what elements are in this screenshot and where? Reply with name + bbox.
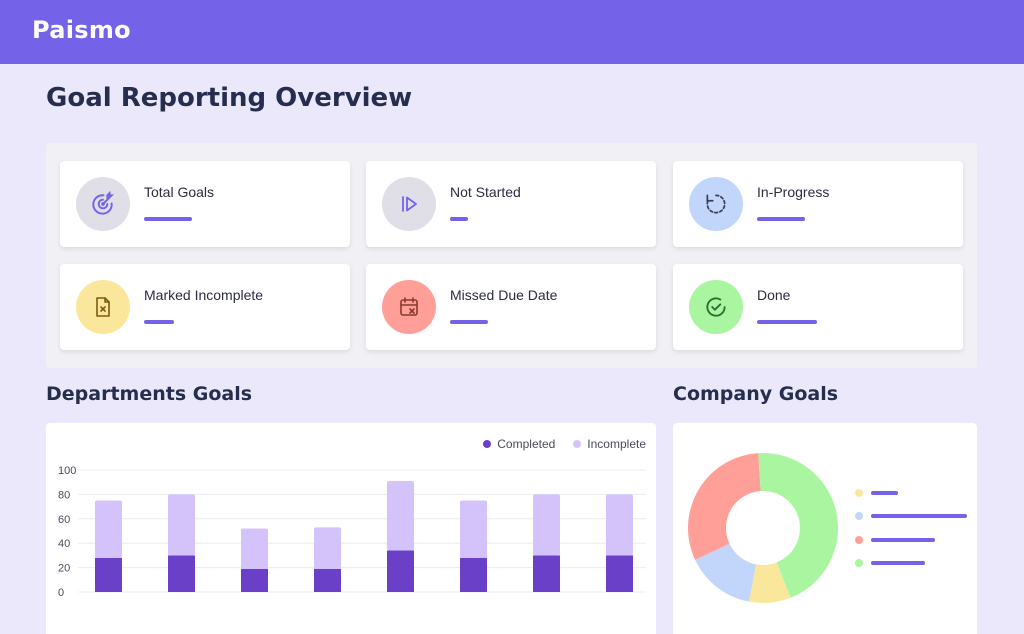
check-circle-icon bbox=[706, 297, 726, 317]
chart-legend: Completed Incomplete bbox=[483, 437, 646, 451]
stat-card-marked-incomplete[interactable]: Marked Incomplete bbox=[60, 264, 350, 350]
refresh-icon bbox=[706, 194, 726, 214]
stat-progress-bar bbox=[450, 217, 468, 221]
bar-completed bbox=[241, 568, 268, 592]
stat-card-missed-due-date[interactable]: Missed Due Date bbox=[366, 264, 656, 350]
bar-completed bbox=[95, 557, 122, 592]
bar-completed bbox=[533, 555, 560, 592]
company-goals-card bbox=[673, 423, 977, 634]
legend-placeholder-line bbox=[871, 561, 925, 565]
pie-legend-item[interactable] bbox=[855, 512, 967, 520]
legend-swatch bbox=[483, 440, 492, 448]
y-tick-label: 0 bbox=[58, 587, 64, 599]
donut-slice bbox=[748, 562, 791, 603]
stat-label: Marked Incomplete bbox=[144, 287, 264, 303]
bar-completed bbox=[387, 550, 414, 592]
stat-icon-circle bbox=[76, 177, 130, 231]
bar-incomplete bbox=[533, 494, 560, 556]
legend-item-completed[interactable]: Completed bbox=[483, 437, 555, 451]
bar-completed bbox=[460, 557, 487, 592]
company-goals-title: Company Goals bbox=[673, 383, 839, 405]
stat-card-not-started[interactable]: Not Started bbox=[366, 161, 656, 247]
legend-placeholder-line bbox=[871, 491, 898, 495]
legend-label: Completed bbox=[497, 437, 556, 451]
y-tick-label: 40 bbox=[58, 538, 70, 550]
donut-slice bbox=[688, 453, 761, 560]
legend-swatch bbox=[573, 440, 582, 448]
bar-incomplete bbox=[241, 528, 268, 569]
stat-label: In-Progress bbox=[757, 184, 830, 200]
stat-label: Not Started bbox=[450, 184, 521, 200]
departments-chart-card: Completed Incomplete 0 20 40 60 80 100 bbox=[46, 423, 656, 634]
bar-incomplete bbox=[314, 527, 341, 569]
stat-icon-circle bbox=[689, 177, 743, 231]
company-goals-donut bbox=[688, 453, 838, 603]
departments-goals-title: Departments Goals bbox=[46, 383, 253, 405]
stat-card-in-progress[interactable]: In-Progress bbox=[673, 161, 963, 247]
stat-icon-circle bbox=[382, 177, 436, 231]
stat-icon-circle bbox=[76, 280, 130, 334]
legend-item-incomplete[interactable]: Incomplete bbox=[573, 437, 646, 451]
legend-label: Incomplete bbox=[587, 437, 646, 451]
stat-label: Missed Due Date bbox=[450, 287, 558, 303]
stat-label: Done bbox=[757, 287, 791, 303]
y-tick-label: 80 bbox=[58, 489, 70, 501]
stat-progress-bar bbox=[144, 320, 174, 324]
legend-swatch bbox=[855, 559, 863, 567]
y-tick-label: 100 bbox=[58, 465, 76, 477]
stat-progress-bar bbox=[144, 217, 192, 221]
stat-icon-circle bbox=[689, 280, 743, 334]
donut-slice bbox=[758, 453, 838, 598]
bar-incomplete bbox=[168, 494, 195, 556]
stat-progress-bar bbox=[450, 320, 488, 324]
play-icon bbox=[402, 196, 417, 212]
legend-placeholder-line bbox=[871, 514, 967, 518]
stat-card-total-goals[interactable]: Total Goals bbox=[60, 161, 350, 247]
calendar-x-icon bbox=[400, 297, 418, 316]
stat-progress-bar bbox=[757, 217, 805, 221]
bar-incomplete bbox=[606, 494, 633, 556]
target-icon bbox=[92, 191, 115, 215]
pie-legend-item[interactable] bbox=[855, 489, 898, 497]
departments-bar-chart: 0 20 40 60 80 100 bbox=[58, 465, 646, 599]
brand-logo[interactable]: Paismo bbox=[32, 16, 131, 44]
stat-label: Total Goals bbox=[144, 184, 215, 200]
stat-card-done[interactable]: Done bbox=[673, 264, 963, 350]
page-title: Goal Reporting Overview bbox=[46, 83, 413, 113]
bar-completed bbox=[168, 555, 195, 592]
bar-incomplete bbox=[460, 500, 487, 558]
top-bar: Paismo bbox=[0, 0, 1024, 64]
y-tick-label: 20 bbox=[58, 563, 70, 575]
donut-slice bbox=[695, 543, 757, 602]
legend-swatch bbox=[855, 512, 863, 520]
legend-placeholder-line bbox=[871, 538, 935, 542]
stats-panel: Total Goals Not Started In-Progress bbox=[46, 143, 977, 368]
bar-incomplete bbox=[387, 480, 414, 551]
bar-completed bbox=[314, 568, 341, 592]
bar-completed bbox=[606, 555, 633, 592]
y-tick-label: 60 bbox=[58, 514, 70, 526]
legend-swatch bbox=[855, 489, 863, 497]
bar-incomplete bbox=[95, 500, 122, 558]
pie-legend-item[interactable] bbox=[855, 559, 925, 567]
stat-icon-circle bbox=[382, 280, 436, 334]
file-x-icon bbox=[96, 297, 110, 317]
pie-legend-item[interactable] bbox=[855, 536, 935, 544]
stat-progress-bar bbox=[757, 320, 817, 324]
legend-swatch bbox=[855, 536, 863, 544]
